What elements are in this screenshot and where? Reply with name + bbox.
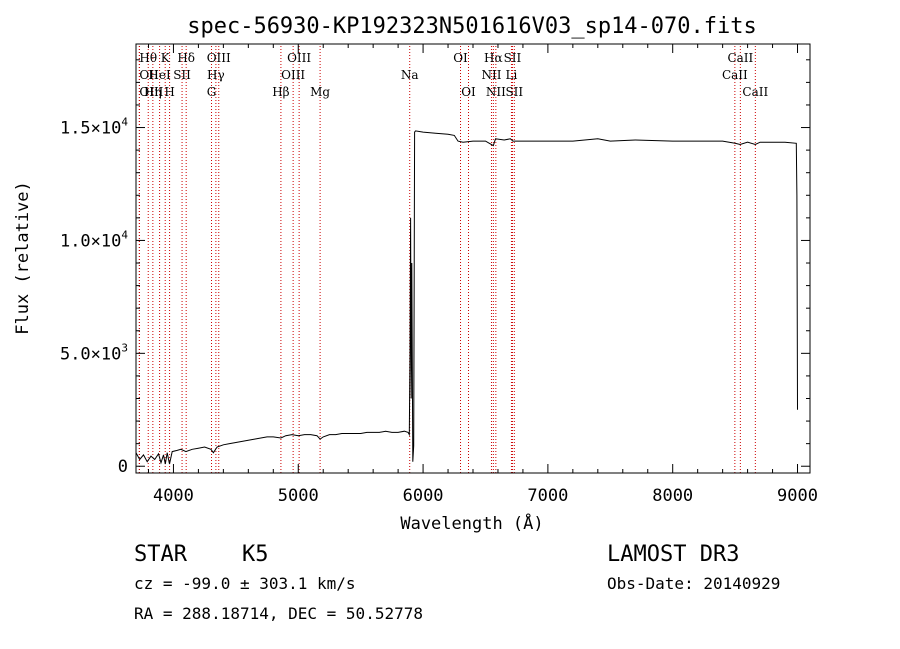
- x-tick-label: 5000: [278, 486, 319, 506]
- chart-title: spec-56930-KP192323N501616V03_sp14-070.f…: [187, 14, 757, 39]
- x-axis-label: Wavelength (Å): [400, 512, 543, 534]
- line-marker-label: Li: [506, 68, 518, 82]
- line-marker-label: Na: [401, 68, 419, 82]
- object-type: STAR: [134, 542, 188, 567]
- line-marker-label: Hγ: [207, 68, 225, 82]
- x-axis-ticks: 4000 5000 6000 7000 8000 9000: [147, 44, 818, 506]
- y-axis-label: Flux (relative): [13, 181, 33, 335]
- line-marker-label: SII: [505, 85, 523, 99]
- line-marker-label: OIII: [287, 51, 311, 65]
- survey-name: LAMOST DR3: [607, 542, 739, 567]
- line-marker-label: G: [207, 85, 217, 99]
- x-tick-label: 6000: [403, 486, 444, 506]
- subclass: K5: [242, 542, 269, 567]
- line-marker-label: OIII: [281, 68, 305, 82]
- y-tick-label: 1.0×104: [60, 228, 128, 251]
- y-tick-label: 5.0×103: [60, 341, 128, 364]
- line-marker-label: OIII: [207, 51, 231, 65]
- x-tick-label: 9000: [777, 486, 818, 506]
- line-marker-label: CaII: [722, 68, 748, 82]
- line-marker-label: H: [164, 85, 174, 99]
- line-marker-label: SII: [173, 68, 191, 82]
- redshift-line: cz = -99.0 ± 303.1 km/s: [134, 574, 356, 593]
- spectrum-line: [135, 130, 798, 465]
- line-marker-label: OII: [139, 68, 159, 82]
- y-tick-label: 1.5×104: [60, 116, 128, 139]
- coords-line: RA = 288.18714, DEC = 50.52778: [134, 604, 423, 623]
- line-marker-label: Hη: [144, 85, 162, 99]
- line-marker-label: OI: [461, 85, 476, 99]
- line-marker-label: Hδ: [177, 51, 195, 65]
- line-marker-label: Hθ: [139, 51, 157, 65]
- line-marker-label: NII: [486, 85, 506, 99]
- line-marker-label: OI: [453, 51, 468, 65]
- line-marker-label: CaII: [742, 85, 768, 99]
- line-marker-label: Mg: [310, 85, 330, 99]
- line-marker-label: OIII: [139, 85, 163, 99]
- line-marker-group: [138, 46, 756, 473]
- line-marker-label: K: [161, 51, 171, 65]
- line-marker-label: HeI: [148, 68, 171, 82]
- line-marker-label: NII: [481, 68, 501, 82]
- x-tick-label: 4000: [153, 486, 194, 506]
- x-tick-label: 7000: [527, 486, 568, 506]
- line-label-group: Hθ OII OIII K HeI Hη H SII Hδ OIII Hγ G Hβ OIII OIII Mg…: [139, 51, 768, 99]
- line-marker-label: SII: [504, 51, 522, 65]
- y-tick-label: 0: [118, 457, 128, 477]
- line-marker-label: CaII: [727, 51, 753, 65]
- obs-date: Obs-Date: 20140929: [607, 574, 780, 593]
- x-tick-label: 8000: [652, 486, 693, 506]
- line-marker-label: Hα: [484, 51, 503, 65]
- y-axis-ticks: 0 5.0×103 1.0×104 1.5×104: [60, 59, 810, 477]
- plot-frame: [135, 43, 811, 474]
- line-marker-label: Hβ: [272, 85, 289, 99]
